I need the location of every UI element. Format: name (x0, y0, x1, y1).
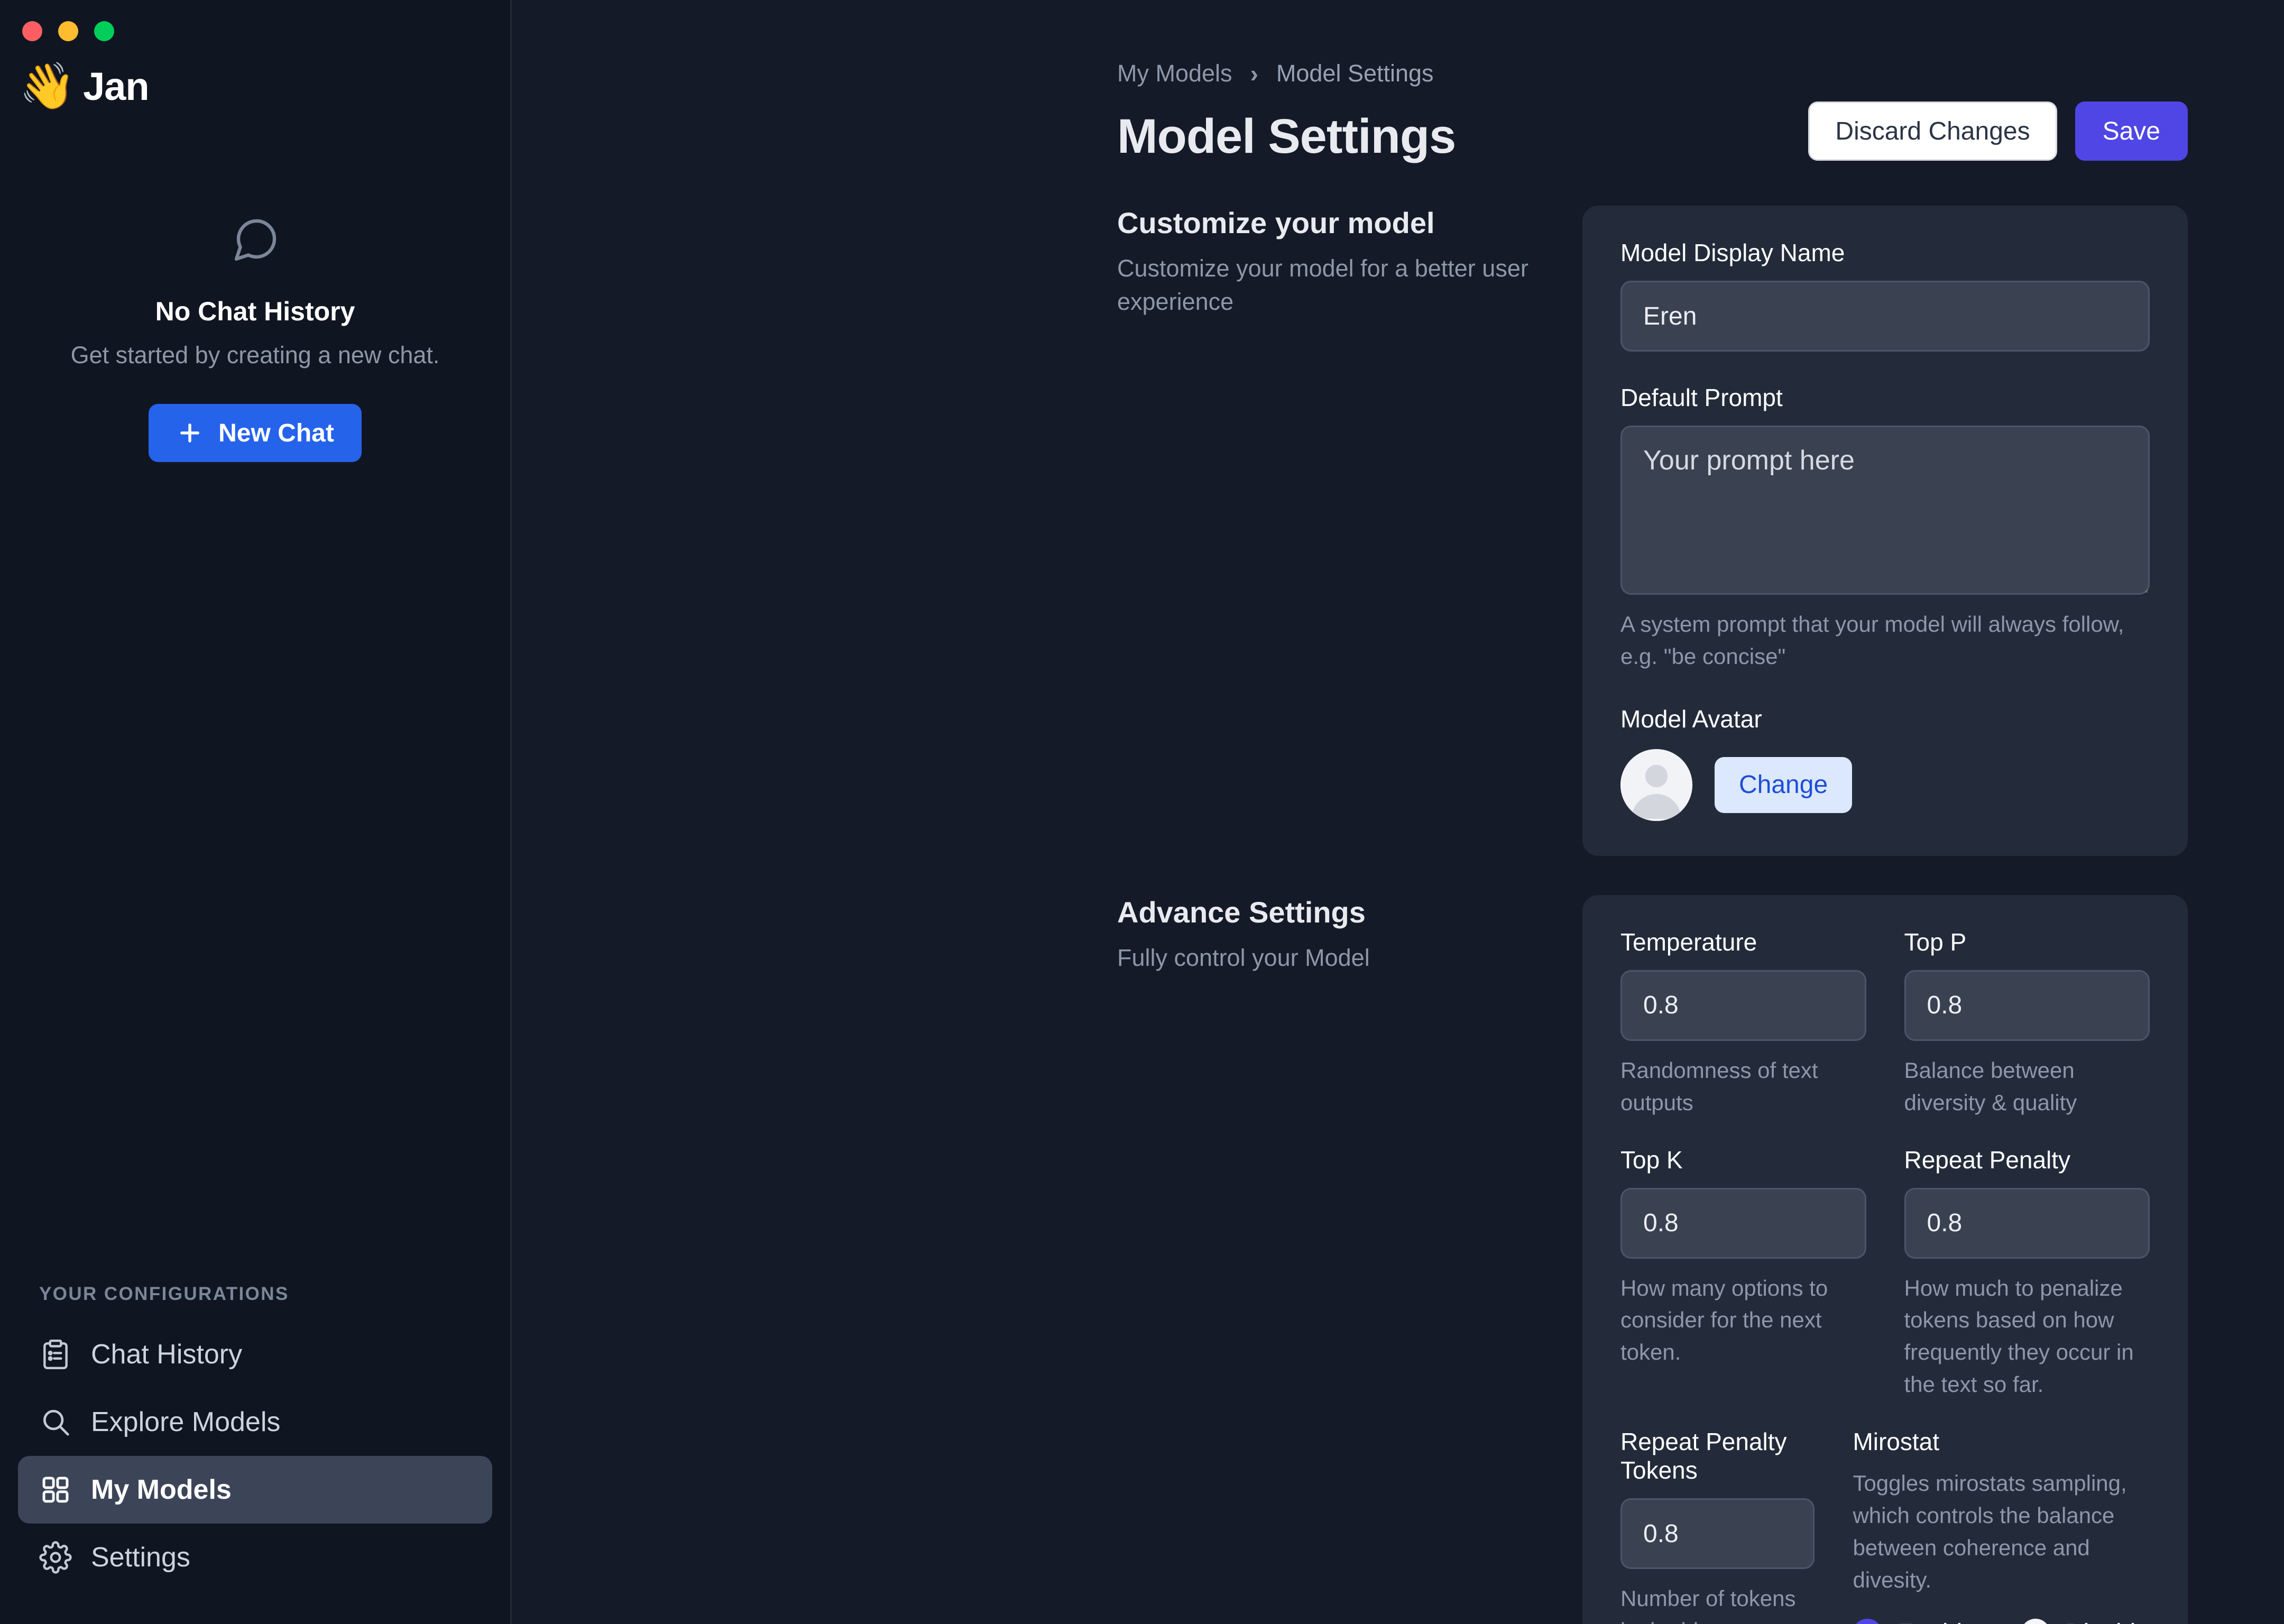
grid-squares-icon (39, 1473, 72, 1506)
breadcrumb-parent-link[interactable]: My Models (1117, 60, 1232, 87)
user-avatar-icon (1620, 749, 1692, 821)
close-window-button[interactable] (22, 21, 42, 41)
top-p-group: Top P Balance between diversity & qualit… (1904, 928, 2150, 1122)
top-p-help: Balance between diversity & quality (1904, 1057, 2077, 1115)
app-title: Jan (83, 64, 150, 108)
customize-section-info: Customize your model Customize your mode… (1117, 206, 1582, 856)
default-prompt-group: Default Prompt A system prompt that your… (1620, 383, 2150, 673)
discard-changes-button[interactable]: Discard Changes (1808, 102, 2057, 161)
save-button[interactable]: Save (2075, 102, 2188, 161)
default-prompt-label: Default Prompt (1620, 384, 1783, 411)
repeat-penalty-tokens-input[interactable] (1620, 1498, 1815, 1570)
mirostat-label: Mirostat (1853, 1428, 1940, 1456)
mirostat-enable-label: Enable (1897, 1619, 1976, 1624)
nav-section-heading: YOUR CONFIGURATIONS (39, 1284, 289, 1304)
sidebar: 👋 Jan No Chat History Get started by cre… (0, 0, 512, 1624)
repeat-penalty-tokens-label: Repeat Penalty Tokens (1620, 1428, 1787, 1484)
minimize-window-button[interactable] (58, 21, 78, 41)
model-display-name-group: Model Display Name (1620, 238, 2150, 352)
repeat-penalty-group: Repeat Penalty How much to penalize toke… (1904, 1146, 2150, 1405)
mirostat-enable-option[interactable]: Enable (1853, 1618, 1976, 1624)
repeat-penalty-tokens-group: Repeat Penalty Tokens Number of tokens i… (1620, 1427, 1815, 1624)
sidebar-item-label: My Models (91, 1474, 232, 1505)
chevron-right-icon: › (1250, 60, 1258, 87)
sidebar-item-my-models[interactable]: My Models (18, 1456, 492, 1524)
top-p-input[interactable] (1904, 970, 2150, 1041)
advance-settings-panel: Temperature Randomness of text outputs T… (1582, 894, 2188, 1624)
mirostat-group: Mirostat Toggles mirostats sampling, whi… (1853, 1427, 2150, 1624)
header-actions: Discard Changes Save (1808, 102, 2188, 161)
clipboard-list-icon (39, 1338, 72, 1371)
repeat-penalty-tokens-help: Number of tokens in the history to consi… (1620, 1586, 1796, 1624)
page-title: Model Settings (1117, 109, 1456, 163)
model-display-name-label: Model Display Name (1620, 239, 1845, 266)
new-chat-button-label: New Chat (218, 419, 334, 447)
default-prompt-help: A system prompt that your model will alw… (1620, 612, 2124, 669)
main-content: My Models › Model Settings Model Setting… (512, 0, 2284, 1624)
change-avatar-button[interactable]: Change (1715, 756, 1853, 813)
plus-icon (176, 419, 204, 447)
temperature-input[interactable] (1620, 970, 1866, 1041)
sidebar-nav: YOUR CONFIGURATIONS Chat History (0, 1284, 510, 1624)
customize-section-title: Customize your model (1117, 206, 1435, 239)
advance-section-info: Advance Settings Fully control your Mode… (1117, 895, 1582, 1624)
radio-unselected-icon[interactable] (2020, 1618, 2050, 1624)
customize-section-description: Customize your model for a better user e… (1117, 255, 1528, 315)
advance-settings-section: Advance Settings Fully control your Mode… (1117, 894, 2188, 1624)
sidebar-item-chat-history[interactable]: Chat History (18, 1321, 492, 1388)
temperature-help: Randomness of text outputs (1620, 1057, 1818, 1115)
temperature-group: Temperature Randomness of text outputs (1620, 928, 1866, 1122)
customize-panel: Model Display Name Default Prompt A syst… (1582, 206, 2188, 856)
breadcrumb-current: Model Settings (1276, 60, 1434, 87)
chat-history-empty-state: No Chat History Get started by creating … (0, 215, 510, 462)
top-k-input[interactable] (1620, 1187, 1866, 1259)
repeat-penalty-input[interactable] (1904, 1187, 2150, 1259)
model-display-name-input[interactable] (1620, 281, 2150, 352)
radio-selected-icon[interactable] (1853, 1618, 1883, 1624)
sidebar-item-label: Chat History (91, 1339, 243, 1370)
sidebar-item-explore-models[interactable]: Explore Models (18, 1388, 492, 1456)
model-avatar-label: Model Avatar (1620, 705, 1762, 733)
repeat-penalty-help: How much to penalize tokens based on how… (1904, 1275, 2134, 1397)
breadcrumb: My Models › Model Settings (1117, 0, 2188, 88)
top-k-help: How many options to consider for the nex… (1620, 1275, 1828, 1365)
search-icon (39, 1406, 72, 1438)
sidebar-item-label: Explore Models (91, 1407, 281, 1437)
temperature-label: Temperature (1620, 928, 1757, 956)
advance-section-title: Advance Settings (1117, 895, 1366, 929)
empty-state-title: No Chat History (155, 297, 355, 326)
mirostat-description: Toggles mirostats sampling, which contro… (1853, 1471, 2127, 1592)
sidebar-item-label: Settings (91, 1542, 190, 1573)
top-k-group: Top K How many options to consider for t… (1620, 1146, 1866, 1405)
top-k-label: Top K (1620, 1146, 1683, 1174)
empty-state-subtitle: Get started by creating a new chat. (70, 342, 440, 368)
maximize-window-button[interactable] (94, 21, 114, 41)
window-traffic-lights (0, 0, 510, 41)
waving-hand-icon: 👋 (19, 61, 76, 112)
model-avatar-group: Model Avatar Change (1620, 705, 2150, 821)
repeat-penalty-label: Repeat Penalty (1904, 1146, 2071, 1174)
top-p-label: Top P (1904, 928, 1967, 956)
advance-section-description: Fully control your Model (1117, 944, 1370, 971)
customize-section: Customize your model Customize your mode… (1117, 206, 2188, 856)
mirostat-disable-option[interactable]: Disable (2020, 1618, 2150, 1624)
chat-bubble-icon (230, 215, 281, 265)
new-chat-button[interactable]: New Chat (149, 404, 362, 462)
sidebar-item-settings[interactable]: Settings (18, 1524, 492, 1591)
gear-icon (39, 1541, 72, 1574)
mirostat-disable-label: Disable (2065, 1619, 2150, 1624)
mirostat-radio-group: Enable Disable (1853, 1618, 2150, 1624)
default-prompt-textarea[interactable] (1620, 426, 2150, 595)
app-brand: 👋 Jan (0, 41, 510, 109)
